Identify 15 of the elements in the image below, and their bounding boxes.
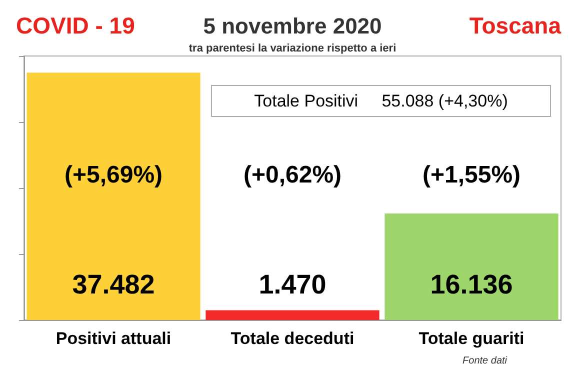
annotation: Totale Positivi 55.088 (+4,30%) xyxy=(254,92,508,110)
text: Toscana xyxy=(469,12,562,38)
text: COVID - 19 xyxy=(16,12,135,38)
data-label: 1.470 xyxy=(258,270,326,300)
chart-subtitle: tra parentesi la variazione rispetto a ieri xyxy=(188,42,396,54)
data-label: 16.136 xyxy=(430,270,513,300)
annotation: (+1,55%) xyxy=(422,162,521,188)
x-tick-label: Totale guariti xyxy=(418,329,524,348)
annotation: (+5,69%) xyxy=(64,162,163,188)
x-tick-label: Positivi attuali xyxy=(56,329,172,348)
data-label: 37.482 xyxy=(72,270,155,300)
source-note: Fonte dati xyxy=(462,356,508,366)
chart-title: 5 novembre 2020 xyxy=(203,14,382,38)
annotation: (+0,62%) xyxy=(243,162,342,188)
x-tick-label: Totale deceduti xyxy=(230,329,354,348)
